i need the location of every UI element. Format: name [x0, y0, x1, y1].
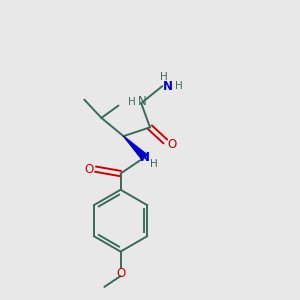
Text: H: H [128, 97, 136, 107]
Polygon shape [124, 136, 147, 160]
Text: O: O [116, 267, 125, 280]
Text: H: H [150, 159, 158, 169]
Text: H: H [160, 72, 168, 82]
Text: N: N [138, 95, 147, 108]
Text: O: O [167, 138, 176, 151]
Text: N: N [163, 80, 173, 93]
Text: O: O [84, 163, 94, 176]
Text: H: H [175, 81, 182, 91]
Text: N: N [140, 151, 150, 164]
